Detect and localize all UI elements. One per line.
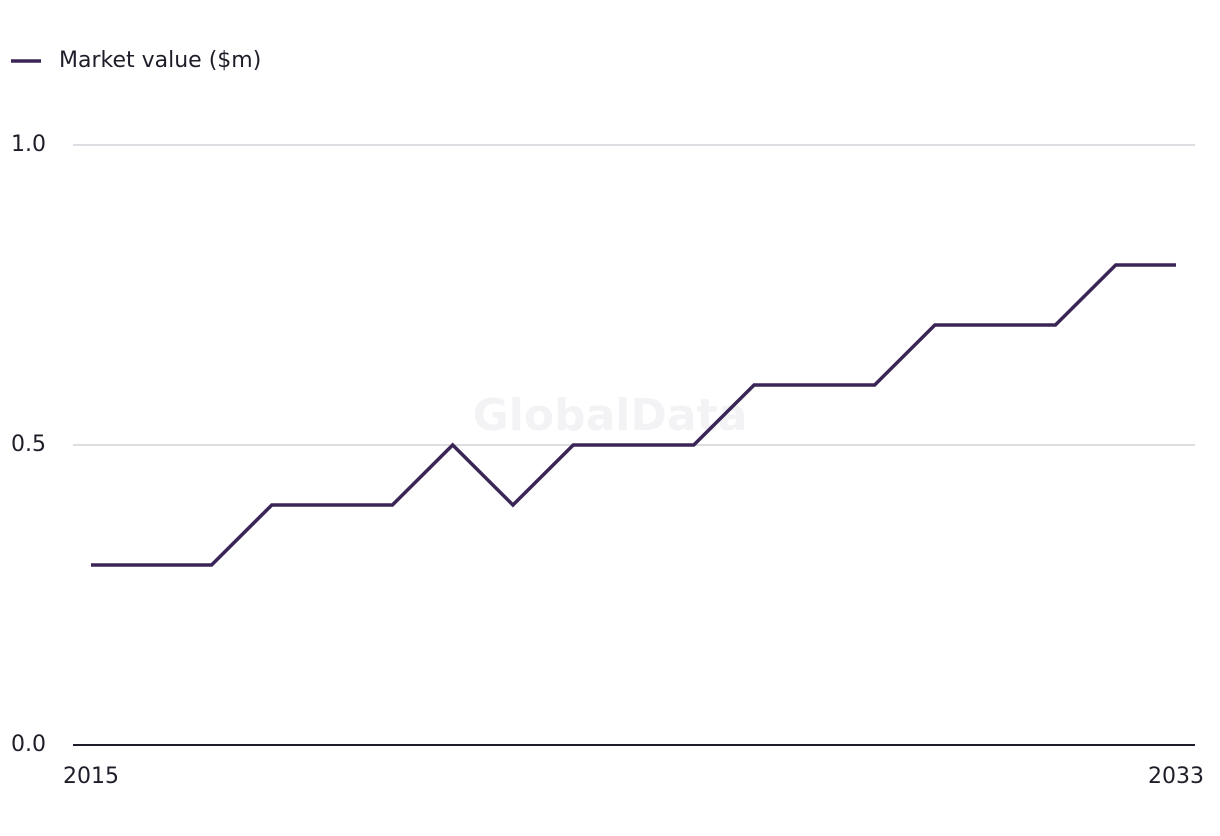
x-tick-label: 2033 [1148,764,1204,789]
y-tick-label: 0.0 [11,732,46,757]
y-tick-label: 1.0 [11,132,46,157]
legend-label: Market value ($m) [59,48,261,73]
line [91,263,1176,567]
watermark: GlobalData [473,390,748,441]
y-tick-label: 0.5 [11,432,46,457]
x-tick-label: 2015 [63,764,119,789]
